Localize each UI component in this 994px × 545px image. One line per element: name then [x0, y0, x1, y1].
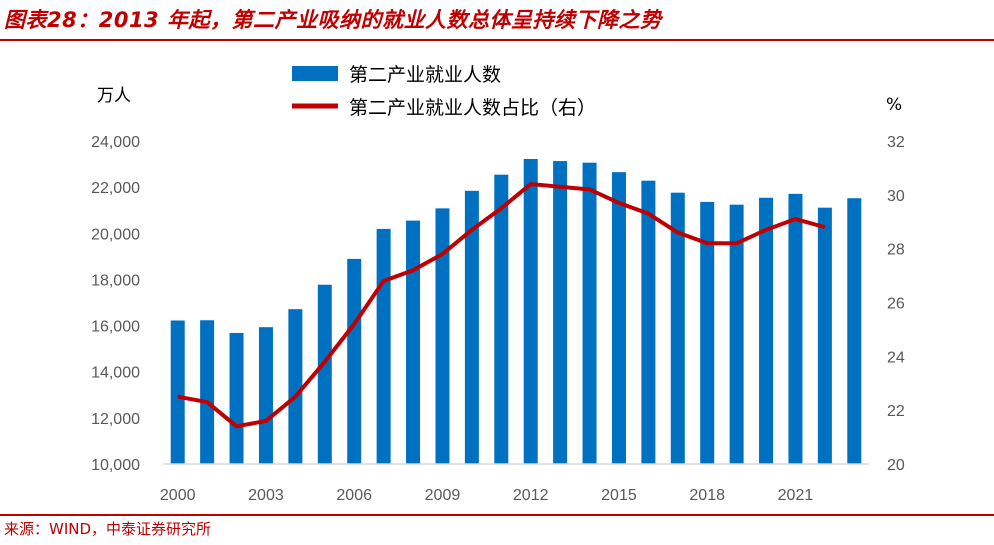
x-tick-label: 2000: [160, 487, 196, 504]
source-note: 来源：WIND，中泰证券研究所: [4, 520, 212, 538]
bar-2011: [494, 174, 509, 465]
y-left-tick-label: 22,000: [91, 180, 140, 197]
y-left-tick-label: 24,000: [91, 134, 140, 151]
y-left-tick-label: 16,000: [91, 319, 140, 336]
y-left-tick-label: 20,000: [91, 226, 140, 243]
legend-bar-swatch: [292, 66, 338, 81]
axes: 24,000 22,000 20,000 18,000 16,000 14,000 12,0…: [91, 134, 905, 504]
x-tick-label: 2003: [248, 487, 284, 504]
bar-2008: [406, 220, 421, 464]
bar-2021: [788, 193, 803, 465]
bar-2000: [170, 320, 185, 464]
bar-2016: [641, 180, 656, 464]
employment-chart: 24,000 22,000 20,000 18,000 16,000 14,000 12,0…: [91, 64, 905, 504]
y-left-tick-label: 12,000: [91, 411, 140, 428]
left-unit-label: 万人: [97, 86, 131, 106]
x-tick-label: 2015: [601, 487, 637, 504]
x-tick-label: 2018: [689, 487, 725, 504]
bar-2013: [553, 161, 568, 464]
title-divider: [0, 39, 994, 41]
y-left-tick-label: 14,000: [91, 365, 140, 382]
bar-2007: [376, 228, 391, 464]
source-divider: [0, 514, 994, 516]
bar-2009: [435, 208, 450, 464]
legend-bar-label: 第二产业就业人数: [349, 64, 501, 86]
bar-2010: [464, 190, 479, 464]
x-tick-label: 2021: [778, 487, 814, 504]
bar-2015: [611, 172, 626, 464]
bar-2014: [582, 162, 597, 465]
bar-2019: [729, 204, 744, 465]
bar-2022: [817, 207, 832, 464]
bar-2006: [347, 258, 362, 464]
right-unit-label: %: [886, 95, 902, 115]
legend-line-label: 第二产业就业人数占比（右）: [349, 97, 596, 119]
y-right-tick-label: 20: [887, 457, 905, 474]
y-right-tick-label: 22: [887, 403, 905, 420]
y-right-tick-label: 32: [887, 134, 905, 151]
x-tick-label: 2006: [336, 487, 372, 504]
y-left-tick-label: 18,000: [91, 272, 140, 289]
bar-2023: [847, 198, 862, 464]
x-tick-label: 2012: [513, 487, 549, 504]
bar-series: [170, 158, 862, 465]
bar-2003: [258, 327, 273, 464]
bar-2017: [670, 192, 685, 464]
y-right-tick-label: 26: [887, 296, 905, 313]
bar-2004: [288, 309, 303, 464]
figure-title: 图表28：2013 年起，第二产业吸纳的就业人数总体呈持续下降之势: [4, 8, 662, 32]
bar-2020: [759, 197, 774, 464]
bar-2012: [523, 158, 538, 464]
y-left-tick-label: 10,000: [91, 457, 140, 474]
bar-2005: [317, 284, 332, 464]
legend: 第二产业就业人数 第二产业就业人数占比（右）: [292, 64, 596, 119]
bar-2002: [229, 332, 244, 464]
bar-2001: [200, 320, 215, 464]
y-right-tick-label: 30: [887, 188, 905, 205]
bar-2018: [700, 201, 715, 464]
line-series: [177, 182, 826, 429]
x-tick-label: 2009: [425, 487, 461, 504]
y-right-tick-label: 28: [887, 242, 905, 259]
y-right-tick-label: 24: [887, 349, 905, 366]
